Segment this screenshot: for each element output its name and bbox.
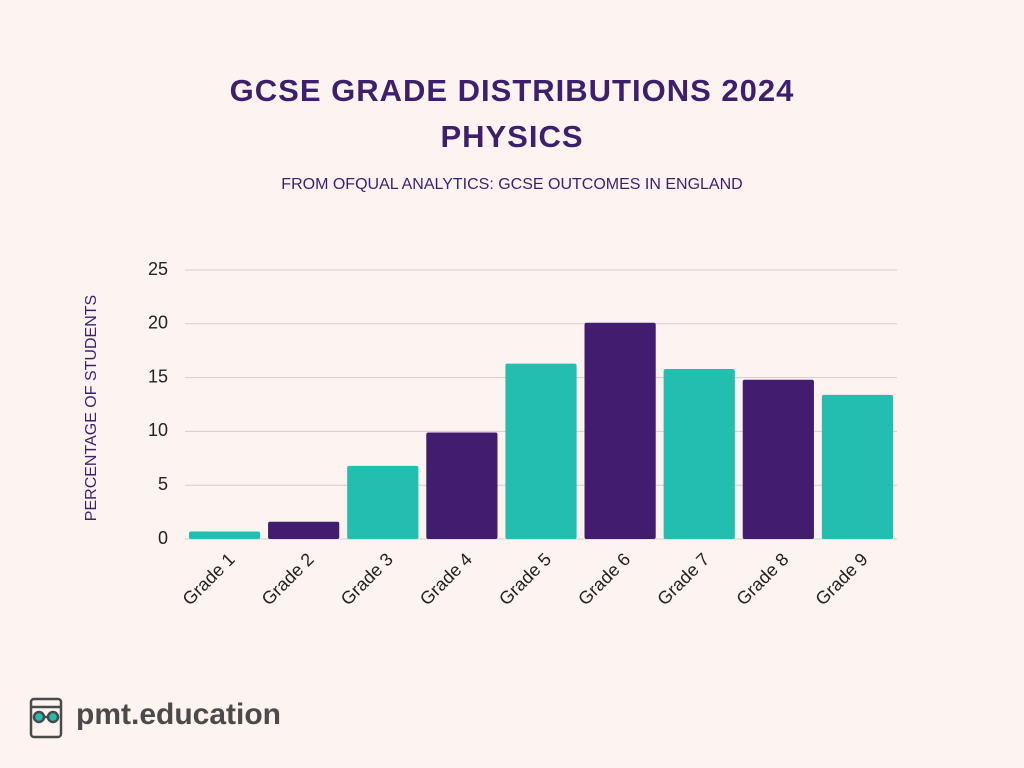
bar (505, 363, 577, 539)
bar (584, 322, 656, 539)
logo-icon (29, 697, 63, 739)
x-tick-label: Grade 6 (574, 549, 634, 609)
bar (821, 394, 894, 539)
brand: pmt.education (76, 698, 282, 731)
x-tick-label: Grade 3 (337, 549, 397, 609)
bar (347, 465, 419, 539)
bar (188, 531, 261, 539)
bar (663, 368, 735, 539)
x-tick-label: Grade 9 (811, 549, 871, 609)
y-axis-label: PERCENTAGE OF STUDENTS (83, 295, 100, 521)
y-tick-label: 10 (148, 420, 168, 440)
y-tick-label: 15 (148, 366, 168, 386)
chart-title: GCSE GRADE DISTRIBUTIONS 2024 PHYSICS (229, 73, 795, 154)
y-tick-label: 20 (148, 313, 168, 333)
x-tick-label: Grade 2 (258, 549, 318, 609)
x-tick-label: Grade 4 (416, 549, 476, 609)
x-tick-label: Grade 1 (179, 549, 239, 609)
bar (426, 432, 498, 539)
bar (268, 521, 340, 539)
x-tick-label: Grade 7 (653, 549, 713, 609)
bar (742, 379, 814, 539)
y-tick-label: 0 (158, 528, 168, 548)
title-wrap: GCSE GRADE DISTRIBUTIONS 2024 PHYSICS (0, 68, 1024, 160)
chart-subtitle: FROM OFQUAL ANALYTICS: GCSE OUTCOMES IN … (281, 176, 743, 193)
y-tick-label: 5 (158, 474, 168, 494)
x-tick-label: Grade 8 (732, 549, 792, 609)
x-tick-label: Grade 5 (495, 549, 555, 609)
y-tick-label: 25 (148, 259, 168, 279)
